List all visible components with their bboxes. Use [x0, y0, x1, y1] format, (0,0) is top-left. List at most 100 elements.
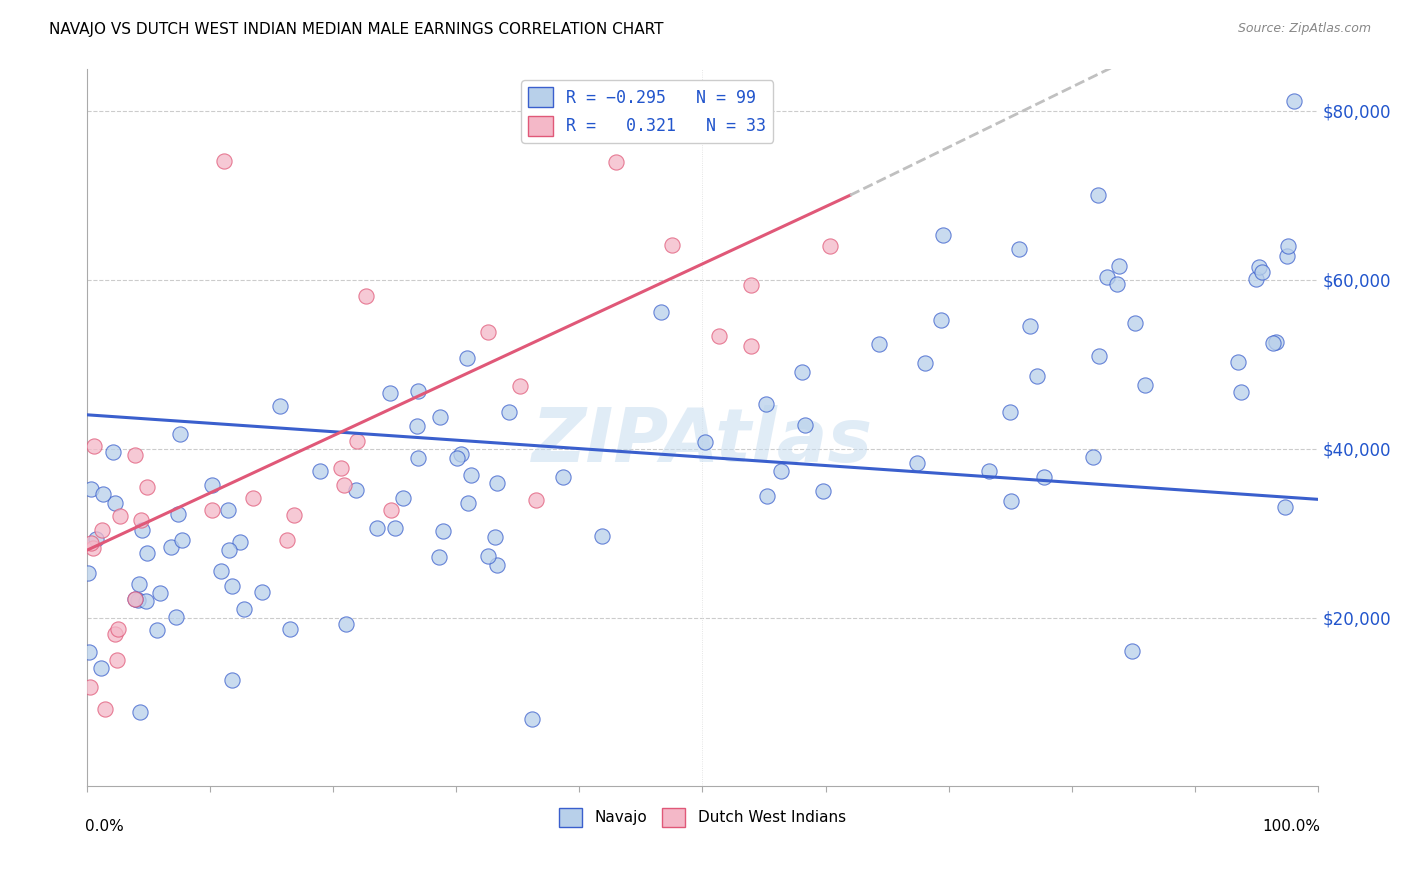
Point — [406, 384, 429, 399]
Point — [460, 467, 482, 482]
Point — [1227, 354, 1250, 368]
Point — [129, 513, 152, 527]
Point — [335, 616, 357, 631]
Point — [792, 365, 814, 379]
Point — [1244, 272, 1267, 286]
Point — [661, 238, 683, 252]
Point — [477, 549, 499, 564]
Point — [1263, 335, 1285, 350]
Point — [344, 483, 367, 497]
Point — [283, 508, 305, 522]
Point — [1087, 188, 1109, 202]
Point — [1123, 317, 1146, 331]
Point — [384, 521, 406, 535]
Point — [104, 496, 127, 510]
Point — [160, 540, 183, 554]
Point — [332, 478, 354, 492]
Point — [145, 624, 167, 638]
Point — [229, 535, 252, 549]
Point — [129, 705, 152, 719]
Point — [477, 325, 499, 339]
Point — [1135, 378, 1157, 392]
Point — [770, 463, 793, 477]
Point — [485, 558, 508, 572]
Point — [1121, 644, 1143, 658]
Text: NAVAJO VS DUTCH WEST INDIAN MEDIAN MALE EARNINGS CORRELATION CHART: NAVAJO VS DUTCH WEST INDIAN MEDIAN MALE … — [49, 22, 664, 37]
Text: Source: ZipAtlas.com: Source: ZipAtlas.com — [1237, 22, 1371, 36]
Point — [135, 594, 157, 608]
Point — [998, 405, 1021, 419]
Point — [329, 460, 352, 475]
Point — [170, 533, 193, 547]
Point — [1095, 270, 1118, 285]
Point — [432, 524, 454, 539]
Point — [127, 593, 149, 607]
Point — [201, 503, 224, 517]
Point — [405, 419, 427, 434]
Point — [91, 523, 114, 537]
Point — [108, 508, 131, 523]
Point — [103, 445, 125, 459]
Point — [1274, 500, 1296, 515]
Point — [76, 566, 98, 580]
Text: ZIPAtlas: ZIPAtlas — [531, 405, 873, 478]
Point — [169, 426, 191, 441]
Point — [977, 464, 1000, 478]
Point — [1251, 265, 1274, 279]
Point — [929, 313, 952, 327]
Point — [83, 439, 105, 453]
Point — [149, 586, 172, 600]
Point — [77, 645, 100, 659]
Point — [756, 489, 779, 503]
Point — [551, 470, 574, 484]
Point — [346, 434, 368, 449]
Point — [136, 546, 159, 560]
Point — [276, 533, 298, 547]
Point — [380, 503, 402, 517]
Point — [79, 680, 101, 694]
Point — [456, 351, 478, 366]
Point — [242, 491, 264, 505]
Point — [1083, 450, 1105, 465]
Point — [591, 529, 613, 543]
Point — [1008, 242, 1031, 256]
Point — [1088, 350, 1111, 364]
Point — [167, 507, 190, 521]
Point — [308, 464, 330, 478]
Point — [217, 503, 239, 517]
Point — [811, 483, 834, 498]
Point — [905, 456, 928, 470]
Point — [1105, 277, 1128, 291]
Point — [755, 397, 778, 411]
Point — [914, 356, 936, 370]
Point — [522, 712, 544, 726]
Point — [280, 623, 302, 637]
Point — [131, 523, 153, 537]
Point — [1000, 494, 1022, 508]
Point — [104, 627, 127, 641]
Point — [793, 418, 815, 433]
Point — [650, 305, 672, 319]
Point — [1275, 249, 1298, 263]
Point — [1264, 335, 1286, 350]
Point — [378, 385, 401, 400]
Point — [356, 288, 378, 302]
Point — [86, 532, 108, 546]
Point — [128, 577, 150, 591]
Point — [218, 543, 240, 558]
Point — [90, 661, 112, 675]
Point — [233, 602, 256, 616]
Point — [165, 610, 187, 624]
Point — [1249, 260, 1271, 275]
Point — [406, 450, 429, 465]
Point — [1230, 384, 1253, 399]
Point — [366, 521, 388, 535]
Point — [868, 337, 890, 351]
Point — [1033, 469, 1056, 483]
Point — [1025, 368, 1047, 383]
Point — [209, 565, 232, 579]
Point — [1108, 259, 1130, 273]
Point — [693, 434, 716, 449]
Point — [107, 622, 129, 636]
Point — [252, 584, 274, 599]
